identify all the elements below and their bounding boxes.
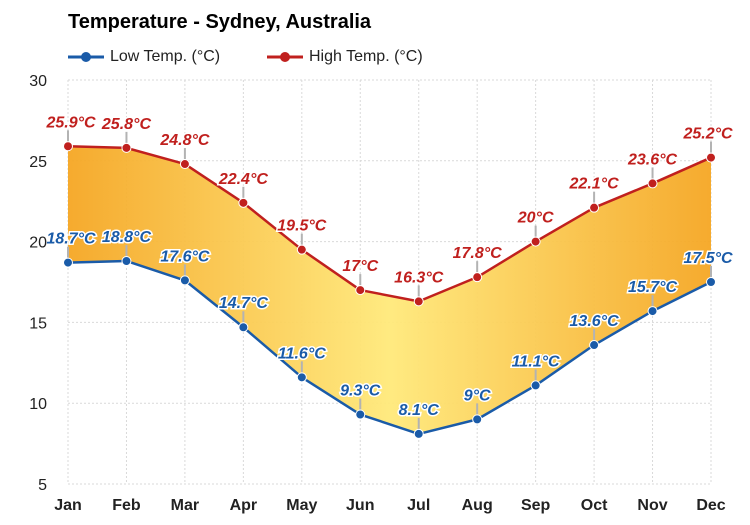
legend-item-low[interactable]: Low Temp. (°C) [68, 46, 220, 68]
legend-high-line-icon [267, 52, 303, 62]
y-tick-label: 20 [29, 235, 47, 252]
low-temp-data-label: 17.6°C [160, 248, 210, 265]
low-temp-point [179, 275, 190, 286]
high-temp-data-label: 20°C [517, 210, 554, 227]
low-temp-line [67, 259, 712, 436]
legend-low-line-icon [68, 52, 104, 62]
low-temp-point [647, 306, 658, 317]
high-temp-line [67, 145, 712, 303]
low-temp-data-label: 15.7°C [628, 279, 678, 296]
low-temp-point [296, 372, 307, 383]
chart-title: Temperature - Sydney, Australia [68, 11, 372, 33]
low-temp-data-label: 14.7°C [219, 295, 269, 312]
high-temp-data-label: 24.8°C [159, 132, 210, 149]
high-temp-point [355, 285, 366, 296]
high-temp-point [121, 142, 132, 153]
low-temp-data-label: 13.6°C [570, 313, 620, 330]
x-tick-label: Jun [346, 497, 374, 514]
high-temp-data-label: 19.5°C [277, 218, 327, 235]
x-tick-label: Aug [462, 497, 493, 514]
high-temp-point [63, 141, 73, 152]
y-tick-label: 30 [29, 73, 47, 90]
x-tick-label: Dec [696, 497, 725, 514]
x-tick-label: Nov [637, 497, 667, 514]
temperature-range-area [68, 146, 711, 434]
high-temp-data-label: 25.8°C [101, 116, 152, 133]
x-tick-label: Oct [581, 497, 608, 514]
low-temp-point [238, 322, 249, 333]
low-temp-point [589, 340, 600, 351]
low-temp-point [355, 409, 366, 420]
low-temp-point [472, 414, 483, 425]
low-temp-point [63, 257, 73, 268]
high-temp-data-label: 22.4°C [218, 171, 269, 188]
low-temp-point [530, 380, 541, 391]
x-tick-label: Jan [54, 497, 82, 514]
y-tick-label: 10 [29, 396, 47, 413]
high-temp-point [530, 236, 541, 247]
x-tick-label: May [286, 497, 317, 514]
high-temp-data-label: 17°C [342, 258, 378, 275]
high-temp-point [647, 178, 658, 189]
high-temp-data-label: 16.3°C [394, 269, 444, 286]
high-temp-point [472, 272, 483, 283]
high-temp-data-label: 23.6°C [627, 151, 678, 168]
low-temp-data-label: 11.1°C [512, 353, 560, 370]
y-tick-label: 25 [29, 154, 47, 171]
high-temp-point [296, 244, 307, 255]
high-temp-point [179, 159, 190, 170]
high-temp-point [589, 202, 600, 213]
low-temp-point [121, 255, 132, 266]
low-temp-data-label: 9.3°C [340, 383, 381, 400]
high-temp-data-label: 17.8°C [453, 245, 503, 262]
low-temp-data-label: 9°C [464, 387, 491, 404]
legend-low-label: Low Temp. (°C) [110, 48, 221, 65]
high-temp-point [413, 296, 424, 307]
x-tick-label: Jul [407, 497, 430, 514]
x-tick-label: Sep [521, 497, 551, 514]
low-temp-point [706, 277, 716, 287]
high-temp-data-label: 25.9°C [45, 114, 96, 131]
high-temp-point [706, 152, 716, 163]
legend-item-high[interactable]: High Temp. (°C) [267, 46, 423, 68]
x-tick-label: Feb [112, 497, 141, 514]
low-temp-data-label: 18.7°C [46, 231, 96, 248]
low-temp-data-label: 18.8°C [102, 229, 152, 246]
low-temp-data-label: 11.6°C [278, 345, 326, 362]
low-temp-data-label: 17.5°C [683, 250, 733, 267]
high-temp-data-label: 22.1°C [569, 176, 620, 193]
x-tick-label: Apr [230, 497, 258, 514]
high-temp-point [238, 197, 249, 208]
x-tick-label: Mar [171, 497, 199, 514]
low-temp-data-label: 8.1°C [399, 402, 440, 419]
y-tick-label: 15 [29, 315, 47, 332]
high-temp-data-label: 25.2°C [682, 126, 733, 143]
low-temp-point [413, 428, 424, 439]
y-tick-label: 5 [38, 477, 47, 494]
legend-high-label: High Temp. (°C) [309, 48, 423, 65]
